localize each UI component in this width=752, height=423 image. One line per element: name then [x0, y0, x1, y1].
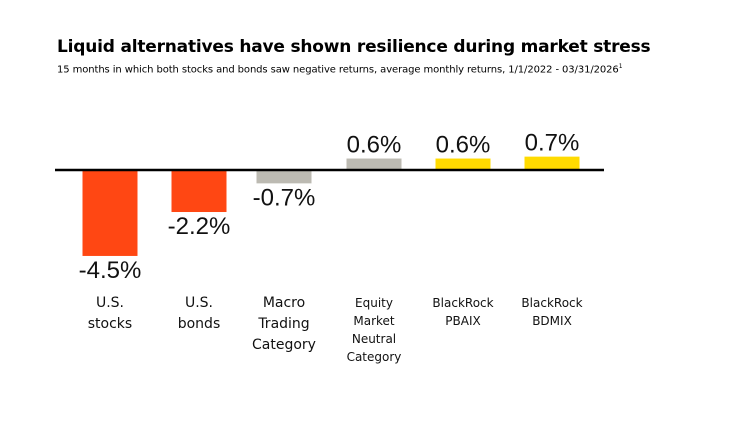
- bars-group: [82, 156, 580, 256]
- chart-subtitle-text: 15 months in which both stocks and bonds…: [57, 64, 619, 76]
- bar-value-label-0: -4.5%: [79, 257, 142, 284]
- bar-value-label-5: 0.7%: [525, 130, 580, 157]
- category-label-3-line-2: Neutral: [352, 332, 396, 346]
- bar-2: [256, 170, 312, 184]
- category-label-3-line-3: Category: [347, 350, 402, 364]
- category-label-0: U.S. stocks: [88, 295, 132, 332]
- category-label-3: Equity Market Neutral Category: [347, 296, 402, 364]
- chart-title: Liquid alternatives have shown resilienc…: [57, 37, 651, 57]
- bar-0: [82, 170, 138, 256]
- bar-value-label-3: 0.6%: [347, 132, 402, 159]
- category-label-0-line-0: U.S.: [96, 295, 124, 311]
- category-label-5: BlackRock BDMIX: [521, 296, 582, 328]
- bar-5: [524, 156, 580, 170]
- category-label-2-line-2: Category: [252, 337, 316, 353]
- bar-value-label-4: 0.6%: [436, 132, 491, 159]
- category-label-2: Macro Trading Category: [252, 295, 316, 353]
- bar-value-label-1: -2.2%: [168, 213, 231, 240]
- bar-1: [171, 170, 227, 213]
- category-label-1-line-0: U.S.: [185, 295, 213, 311]
- subtitle-footnote-marker: 1: [618, 63, 623, 70]
- category-label-4-line-1: PBAIX: [445, 314, 480, 328]
- category-label-4-line-0: BlackRock: [432, 296, 493, 310]
- category-label-3-line-0: Equity: [355, 296, 393, 310]
- bar-4: [435, 158, 491, 170]
- value-labels-group: -4.5% -2.2% -0.7% 0.6% 0.6% 0.7%: [79, 130, 580, 284]
- category-label-5-line-1: BDMIX: [532, 314, 572, 328]
- category-label-1-line-1: bonds: [178, 316, 221, 332]
- bar-3: [346, 158, 402, 170]
- bar-value-label-2: -0.7%: [253, 184, 316, 211]
- category-label-0-line-1: stocks: [88, 316, 132, 332]
- category-label-2-line-1: Trading: [257, 316, 309, 332]
- category-label-1: U.S. bonds: [178, 295, 221, 332]
- category-label-4: BlackRock PBAIX: [432, 296, 493, 328]
- category-label-5-line-0: BlackRock: [521, 296, 582, 310]
- category-label-2-line-0: Macro: [263, 295, 305, 311]
- category-label-3-line-1: Market: [353, 314, 395, 328]
- chart-subtitle: 15 months in which both stocks and bonds…: [57, 63, 622, 75]
